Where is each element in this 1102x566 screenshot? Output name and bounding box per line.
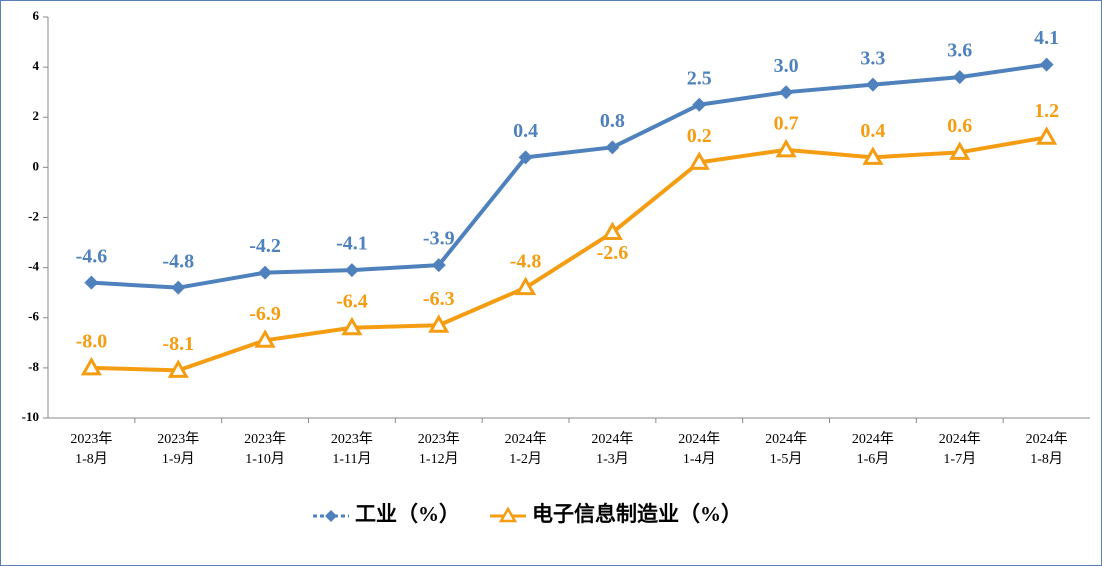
data-label: 0.4 — [513, 120, 538, 142]
legend-label: 电子信息制造业（%） — [532, 502, 742, 526]
data-label: -6.9 — [249, 303, 281, 325]
data-label: 0.8 — [600, 110, 625, 132]
data-point — [341, 316, 363, 336]
data-point — [692, 97, 707, 112]
data-point — [865, 77, 880, 92]
data-label: -2.6 — [597, 242, 629, 264]
legend-label: 工业（%） — [355, 502, 460, 526]
x-tick-label: 2023年 1-8月 — [70, 432, 113, 467]
x-tick-label: 2024年 1-8月 — [1025, 432, 1068, 467]
legend-marker — [325, 510, 337, 522]
data-label: 3.6 — [947, 40, 972, 62]
data-point — [428, 314, 450, 333]
data-point — [84, 275, 99, 290]
data-point — [258, 265, 273, 280]
x-tick-label: 2023年 1-12月 — [417, 432, 460, 467]
y-tick-label: -4 — [28, 259, 39, 274]
legend-marker — [498, 506, 518, 523]
data-label: 1.2 — [1034, 100, 1059, 122]
data-label: -6.3 — [423, 288, 455, 310]
data-label: 0.2 — [687, 125, 712, 147]
x-tick-label: 2024年 1-4月 — [678, 432, 721, 467]
data-label: 2.5 — [687, 67, 712, 89]
data-point — [775, 138, 797, 158]
data-label: 4.1 — [1034, 27, 1059, 49]
y-tick-label: 0 — [33, 158, 40, 173]
data-point — [688, 151, 710, 170]
series-line — [91, 62, 1047, 290]
data-point — [344, 263, 359, 278]
y-tick-label: 2 — [33, 108, 40, 123]
y-tick-label: 6 — [33, 8, 40, 23]
x-tick-label: 2024年 1-2月 — [504, 432, 547, 467]
data-point — [601, 221, 624, 241]
data-point — [167, 359, 189, 378]
data-label: -8.0 — [76, 330, 108, 352]
data-point — [518, 150, 533, 165]
data-point — [605, 140, 620, 155]
data-point — [952, 70, 967, 85]
data-label: -4.8 — [162, 250, 194, 272]
x-tick-label: 2024年 1-3月 — [591, 432, 634, 467]
x-tick-label: 2024年 1-5月 — [765, 432, 808, 467]
data-label: -3.9 — [423, 228, 455, 250]
data-point — [254, 329, 276, 348]
data-label: 3.0 — [774, 55, 799, 77]
y-tick-label: 4 — [33, 58, 40, 73]
y-tick-label: -8 — [28, 359, 39, 374]
x-tick-label: 2024年 1-7月 — [938, 432, 981, 467]
data-point — [171, 280, 186, 295]
data-label: 0.6 — [947, 115, 972, 137]
data-label: -4.6 — [76, 245, 108, 267]
data-point — [80, 356, 103, 376]
y-tick-label: -10 — [22, 409, 39, 424]
data-point — [1039, 57, 1054, 72]
y-tick-label: -2 — [28, 208, 39, 223]
x-tick-label: 2024年 1-6月 — [851, 432, 894, 467]
y-tick-label: -6 — [28, 309, 39, 324]
data-label: -6.4 — [336, 290, 368, 312]
series-line — [91, 135, 1047, 373]
data-label: -4.1 — [336, 233, 368, 255]
data-point — [1035, 126, 1058, 145]
data-label: -8.1 — [162, 333, 194, 355]
x-tick-label: 2023年 1-10月 — [244, 432, 287, 467]
x-tick-label: 2023年 1-11月 — [330, 432, 373, 467]
data-point — [862, 146, 884, 165]
data-point — [949, 141, 971, 160]
data-point — [514, 276, 537, 296]
data-point — [779, 85, 794, 100]
data-label: -4.8 — [510, 250, 542, 272]
data-point — [431, 258, 446, 273]
data-label: -4.2 — [249, 235, 281, 257]
data-label: 0.4 — [860, 120, 885, 142]
x-tick-label: 2023年 1-9月 — [157, 432, 200, 467]
data-label: 0.7 — [774, 112, 799, 134]
data-label: 3.3 — [860, 47, 885, 69]
